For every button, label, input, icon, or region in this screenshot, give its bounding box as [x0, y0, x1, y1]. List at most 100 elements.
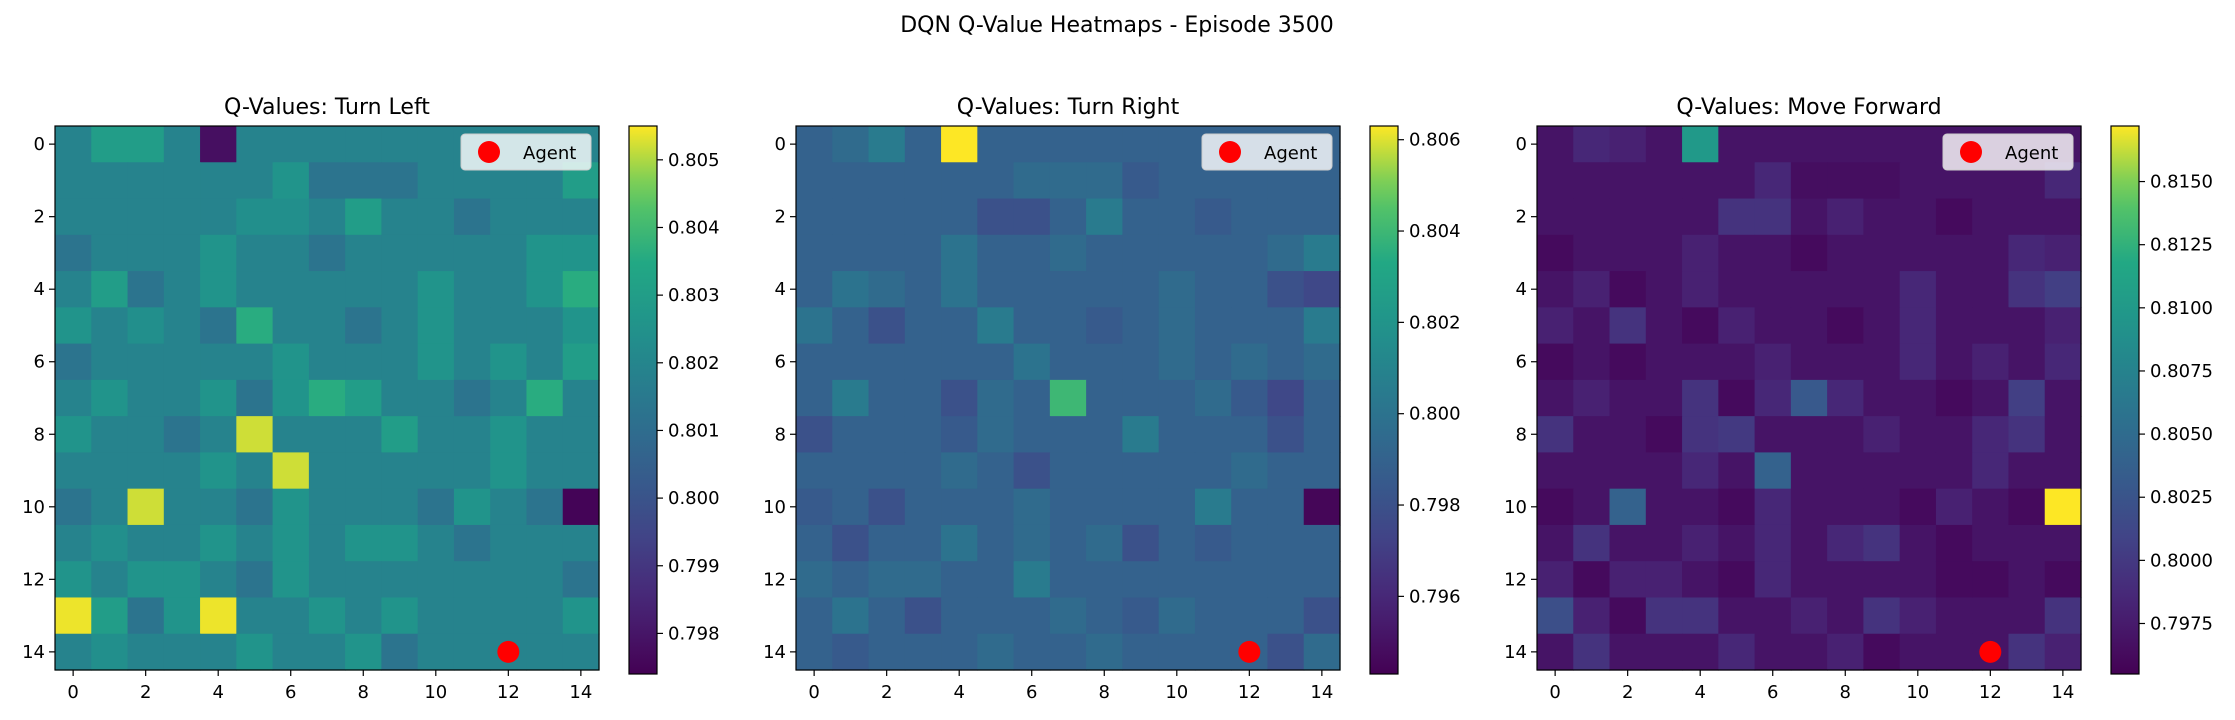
x-tick-label: 14 — [569, 682, 592, 703]
heatmap-cell — [832, 271, 870, 308]
legend-marker — [1219, 141, 1241, 163]
x-tick-label: 14 — [2051, 682, 2074, 703]
heatmap-cell — [526, 271, 564, 308]
heatmap-cell — [1609, 416, 1647, 453]
x-tick-label: 2 — [881, 682, 892, 703]
heatmap-cell — [1827, 452, 1864, 490]
heatmap-panel: Q-Values: Turn Right 0 2 4 6 8 10 12 14 0 2 4 6 8 10 12… — [763, 95, 1460, 703]
agent-marker — [497, 640, 520, 663]
y-tick-label: 14 — [22, 642, 45, 663]
heatmap-cell — [490, 271, 528, 308]
colorbar-tick-label: 0.8050 — [2150, 424, 2213, 445]
heatmap-cell — [1537, 416, 1574, 453]
heatmap-cell — [1609, 452, 1647, 490]
heatmap-cell — [1863, 343, 1901, 381]
heatmap-cell — [1049, 198, 1087, 236]
heatmap-cell — [796, 488, 833, 526]
heatmap-cell — [1158, 126, 1196, 163]
heatmap-cell — [1049, 126, 1087, 163]
heatmap-cell — [977, 597, 1015, 635]
heatmap-cell — [453, 379, 491, 417]
heatmap-cell — [796, 234, 833, 272]
heatmap-cell — [1573, 416, 1611, 453]
heatmap-cell — [1790, 488, 1828, 526]
heatmap-cell — [417, 561, 455, 599]
heatmap-cell — [1863, 488, 1901, 526]
heatmap-cell — [904, 561, 942, 599]
heatmap-cell — [526, 379, 564, 417]
heatmap-cell — [1303, 343, 1341, 381]
heatmap-cell — [2044, 234, 2082, 272]
heatmap-cell — [941, 343, 978, 381]
heatmap-cell — [163, 343, 201, 381]
heatmap-cell — [200, 379, 237, 417]
heatmap-cell — [1267, 452, 1305, 490]
heatmap-cell — [2044, 307, 2082, 345]
colorbar-tick-label: 0.796 — [1409, 586, 1461, 607]
heatmap-cell — [796, 126, 833, 163]
heatmap-cell — [1863, 198, 1901, 236]
heatmap-cell — [1013, 379, 1051, 417]
heatmap-cell — [1303, 524, 1341, 562]
heatmap-cell — [1194, 488, 1232, 526]
heatmap-cell — [345, 488, 382, 526]
heatmap-cell — [1573, 597, 1611, 635]
heatmap-cell — [1972, 524, 2010, 562]
heatmap-cell — [163, 271, 201, 308]
heatmap-cell — [941, 126, 978, 163]
heatmap-cell — [2044, 597, 2082, 635]
heatmap-cell — [91, 379, 129, 417]
heatmap-cell — [1086, 379, 1123, 417]
heatmap-cell — [1231, 488, 1269, 526]
heatmap-cell — [1194, 524, 1232, 562]
heatmap-cell — [127, 162, 165, 200]
heatmap-cell — [236, 452, 274, 490]
heatmap-cell — [417, 488, 455, 526]
heatmap-cell — [345, 379, 382, 417]
axes-frame — [54, 125, 600, 671]
heatmap-cell — [1718, 597, 1756, 635]
heatmap-cell — [1122, 452, 1160, 490]
heatmap-cell — [1609, 234, 1647, 272]
heatmap-cell — [381, 452, 419, 490]
heatmap-cell — [1573, 162, 1611, 200]
heatmap-cell — [1718, 488, 1756, 526]
heatmap-cell — [345, 234, 382, 272]
heatmap-cell — [526, 524, 564, 562]
heatmap-cell — [1863, 234, 1901, 272]
heatmap-cell — [1972, 198, 2010, 236]
heatmap-cell — [1645, 524, 1683, 562]
x-tick-label: 10 — [1165, 682, 1188, 703]
heatmap-cell — [526, 307, 564, 345]
x-tick-label: 12 — [1979, 682, 2002, 703]
heatmap-cell — [453, 198, 491, 236]
y-tick-label: 8 — [775, 424, 786, 445]
heatmap-cell — [1537, 452, 1574, 490]
heatmap-cell — [1537, 524, 1574, 562]
heatmap-cell — [1086, 307, 1123, 345]
heatmap-cell — [526, 633, 564, 671]
heatmap-cell — [163, 633, 201, 671]
heatmap-cell — [904, 198, 942, 236]
colorbar-tick-label: 0.8000 — [2150, 550, 2213, 571]
heatmap-cell — [308, 561, 346, 599]
heatmap-cell — [163, 198, 201, 236]
heatmap-cell — [1158, 597, 1196, 635]
heatmap-cell — [417, 452, 455, 490]
heatmap-cell — [1086, 234, 1123, 272]
heatmap-cell — [1790, 416, 1828, 453]
heatmap-cell — [381, 343, 419, 381]
heatmap-cell — [1790, 271, 1828, 308]
heatmap-cell — [526, 234, 564, 272]
y-tick-label: 10 — [763, 497, 786, 518]
y-tick-label: 2 — [775, 207, 786, 228]
heatmap-cell — [1231, 561, 1269, 599]
heatmap-cell — [1158, 271, 1196, 308]
heatmap-cell — [91, 198, 129, 236]
heatmap-cell — [832, 126, 870, 163]
heatmap-cell — [562, 343, 600, 381]
heatmap-cell — [904, 162, 942, 200]
heatmap-cell — [417, 597, 455, 635]
heatmap-cell — [417, 126, 455, 163]
legend: Agent — [1942, 133, 2074, 171]
